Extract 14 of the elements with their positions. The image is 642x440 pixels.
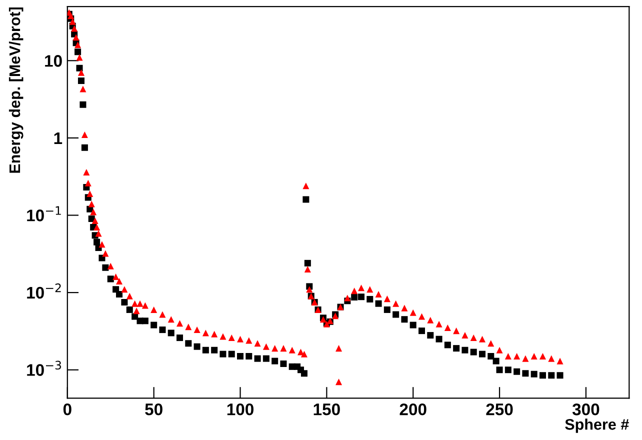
- x-tick-label: 250: [486, 404, 513, 416]
- y-tick-label: 10$^{−3}$: [27, 360, 62, 376]
- x-tick-label: 50: [145, 404, 162, 416]
- y-axis-title: Energy dep. [MeV/prot]: [8, 7, 24, 173]
- x-tick-label: 300: [572, 404, 600, 416]
- x-tick-label: 100: [227, 404, 254, 416]
- y-tick-label: 1: [54, 132, 62, 144]
- x-tick-label: 150: [314, 404, 340, 416]
- y-tick-label: 10$^{−1}$: [27, 206, 61, 222]
- x-tick-label: 200: [400, 404, 426, 416]
- y-tick-label: 10$^{−2}$: [27, 283, 61, 299]
- y-tick-label: 10: [45, 55, 62, 67]
- x-axis-title: Sphere #: [565, 418, 629, 433]
- x-tick-label: 0: [63, 404, 72, 416]
